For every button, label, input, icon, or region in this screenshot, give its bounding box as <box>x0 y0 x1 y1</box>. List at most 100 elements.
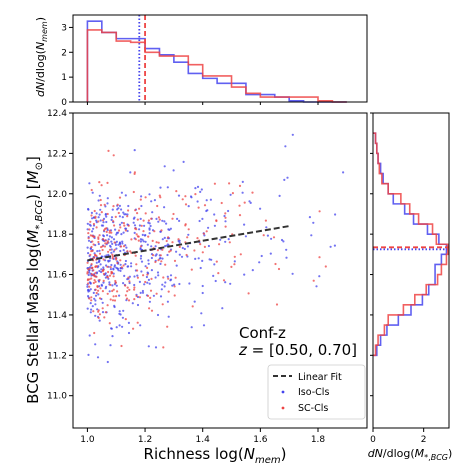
scatter-point <box>131 302 134 305</box>
scatter-point <box>122 249 125 252</box>
scatter-point <box>148 300 151 303</box>
scatter-point <box>169 249 172 252</box>
scatter-point <box>113 299 117 302</box>
scatter-point <box>107 149 110 152</box>
scatter-point <box>158 218 161 221</box>
scatter-point <box>231 192 234 195</box>
scatter-point <box>228 241 231 244</box>
main-y-tick-label: 12.4 <box>47 109 67 119</box>
scatter-point <box>102 266 105 269</box>
scatter-point <box>89 311 92 314</box>
main-y-tick-label: 11.0 <box>47 392 67 402</box>
scatter-point <box>103 203 106 206</box>
scatter-point <box>86 222 89 225</box>
scatter-point <box>218 243 221 246</box>
scatter-point <box>139 217 142 220</box>
scatter-point <box>143 283 146 286</box>
scatter-point <box>126 290 129 293</box>
scatter-point <box>102 235 105 238</box>
scatter-point <box>141 291 145 294</box>
scatter-point <box>128 280 131 283</box>
scatter-point <box>201 259 204 262</box>
scatter-point <box>121 316 124 319</box>
scatter-point <box>90 277 93 280</box>
scatter-point <box>224 225 227 228</box>
scatter-point <box>91 217 94 220</box>
scatter-point <box>194 193 197 196</box>
scatter-point <box>129 171 132 174</box>
scatter-point <box>142 240 145 243</box>
scatter-point <box>144 280 147 284</box>
scatter-point <box>94 314 97 317</box>
scatter-point <box>101 219 105 222</box>
scatter-point <box>123 224 126 227</box>
scatter-point <box>199 266 202 270</box>
scatter-point <box>224 281 227 284</box>
scatter-point <box>94 216 97 219</box>
scatter-point <box>106 234 109 237</box>
right-x-tick-label: 0 <box>370 435 376 445</box>
scatter-point <box>165 222 168 225</box>
scatter-point <box>118 324 121 327</box>
scatter-point <box>249 201 252 204</box>
scatter-point <box>112 272 115 275</box>
scatter-point <box>286 176 289 179</box>
scatter-point <box>133 171 136 174</box>
main-y-tick-label: 11.4 <box>47 311 67 321</box>
scatter-point <box>230 265 233 268</box>
scatter-point <box>139 238 142 241</box>
scatter-point <box>172 169 175 172</box>
scatter-point <box>160 288 163 291</box>
scatter-point <box>111 299 115 302</box>
scatter-point <box>140 204 143 208</box>
scatter-point <box>114 215 117 218</box>
scatter-point <box>205 209 208 213</box>
scatter-point <box>110 218 113 221</box>
scatter-point <box>161 303 164 306</box>
scatter-point <box>223 214 226 218</box>
scatter-point <box>112 238 116 241</box>
scatter-point <box>233 255 236 258</box>
scatter-point <box>108 290 111 293</box>
scatter-point <box>119 263 122 266</box>
scatter-point <box>115 233 118 236</box>
scatter-point <box>119 313 122 316</box>
scatter-point <box>87 295 90 298</box>
scatter-point <box>107 250 110 253</box>
scatter-point <box>110 236 113 239</box>
scatter-point <box>239 253 242 256</box>
scatter-point <box>97 289 100 292</box>
scatter-point <box>106 202 109 205</box>
scatter-point <box>229 193 232 196</box>
scatter-point <box>285 256 288 259</box>
scatter-point <box>124 194 127 197</box>
scatter-point <box>111 242 114 245</box>
main-x-tick-label: 1.8 <box>311 435 326 445</box>
scatter-point <box>196 185 200 188</box>
scatter-point <box>118 294 121 297</box>
right-hist-sc-cls <box>373 132 449 357</box>
scatter-point <box>241 180 244 183</box>
legend-iso-label: Iso-Cls <box>298 387 329 398</box>
scatter-point <box>149 296 152 299</box>
scatter-point <box>120 266 123 269</box>
scatter-point <box>159 295 163 298</box>
scatter-point <box>116 290 119 293</box>
scatter-point <box>154 346 158 349</box>
scatter-point <box>110 248 113 251</box>
scatter-point <box>98 194 101 197</box>
scatter-point <box>177 238 180 241</box>
scatter-point <box>272 236 276 239</box>
scatter-point <box>124 259 127 263</box>
scatter-point <box>291 133 294 136</box>
scatter-point <box>139 324 142 327</box>
scatter-point <box>89 302 92 305</box>
scatter-point <box>113 248 116 251</box>
scatter-point <box>143 234 146 237</box>
scatter-point <box>88 223 91 226</box>
scatter-point <box>191 305 194 308</box>
scatter-point <box>89 288 92 291</box>
scatter-point <box>185 253 188 257</box>
scatter-point <box>97 240 100 244</box>
scatter-point <box>87 207 90 211</box>
